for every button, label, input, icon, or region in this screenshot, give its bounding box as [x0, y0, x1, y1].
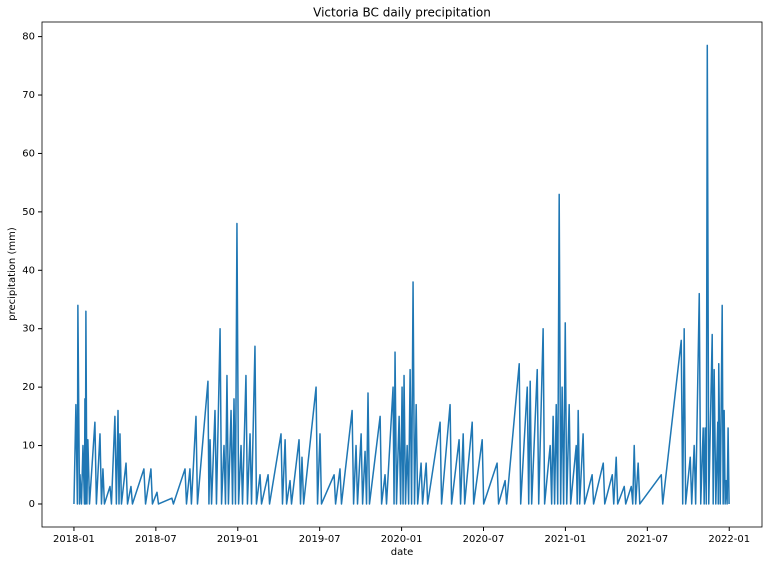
y-tick-label: 50	[22, 207, 35, 218]
y-tick-label: 0	[29, 499, 35, 510]
x-tick-label: 2021-01	[545, 534, 587, 545]
x-tick-label: 2019-01	[217, 534, 259, 545]
chart-title: Victoria BC daily precipitation	[313, 6, 491, 20]
x-tick-label: 2019-07	[299, 534, 341, 545]
y-tick-label: 80	[22, 32, 35, 43]
x-tick-label: 2022-01	[708, 534, 750, 545]
x-axis-label: date	[391, 547, 414, 558]
y-tick-label: 10	[22, 441, 35, 452]
x-tick-label: 2018-07	[135, 534, 177, 545]
y-tick-label: 70	[22, 90, 35, 101]
x-tick-label: 2021-07	[626, 534, 668, 545]
y-tick-label: 30	[22, 324, 35, 335]
y-axis-label: precipitation (mm)	[7, 227, 18, 321]
x-tick-label: 2018-01	[53, 534, 95, 545]
x-tick-label: 2020-07	[463, 534, 505, 545]
y-tick-label: 40	[22, 265, 35, 276]
precipitation-line	[73, 44, 730, 505]
y-tick-label: 60	[22, 148, 35, 159]
x-tick-label: 2020-01	[381, 534, 423, 545]
y-tick-label: 20	[22, 382, 35, 393]
